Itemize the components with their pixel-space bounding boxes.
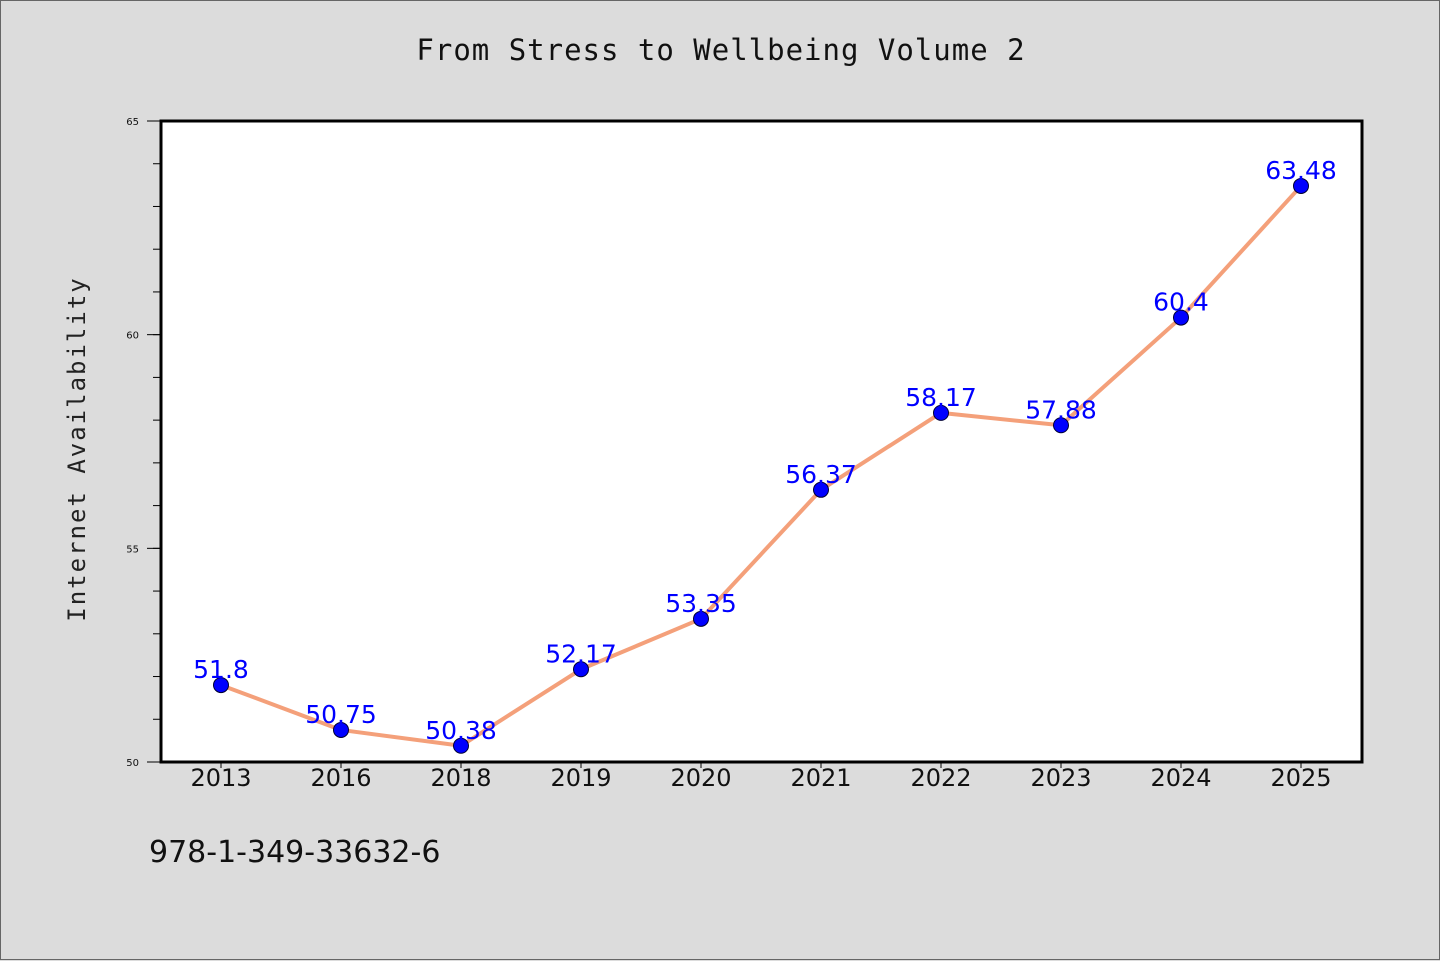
data-label: 63.48 bbox=[1265, 156, 1337, 185]
data-point bbox=[1053, 417, 1069, 434]
data-point bbox=[453, 737, 469, 754]
data-label: 50.75 bbox=[305, 700, 377, 729]
isbn-text: 978-1-349-33632-6 bbox=[149, 835, 441, 870]
series-line bbox=[219, 183, 1303, 748]
x-tick-label: 2019 bbox=[550, 764, 611, 792]
data-label: 50.38 bbox=[425, 716, 497, 745]
data-label: 53.35 bbox=[665, 589, 737, 618]
x-tick-label: 2025 bbox=[1270, 764, 1331, 792]
y-tick-label: 65 bbox=[126, 117, 139, 128]
data-label: 51.8 bbox=[193, 655, 249, 684]
y-tick-label: 60 bbox=[126, 331, 139, 342]
data-point bbox=[1293, 177, 1309, 194]
data-point bbox=[813, 481, 829, 498]
data-point bbox=[693, 610, 709, 627]
data-label: 58.17 bbox=[905, 383, 977, 412]
data-label: 56.37 bbox=[785, 460, 857, 489]
data-label: 57.88 bbox=[1025, 395, 1097, 424]
chart-title: From Stress to Wellbeing Volume 2 bbox=[416, 33, 1026, 67]
x-tick-label: 2021 bbox=[790, 764, 851, 792]
data-label: 52.17 bbox=[545, 639, 617, 668]
x-tick-label: 2023 bbox=[1030, 764, 1091, 792]
y-tick-label: 50 bbox=[126, 758, 139, 769]
y-tick-label: 55 bbox=[126, 544, 139, 555]
x-tick-label: 2024 bbox=[1150, 764, 1211, 792]
plot-area bbox=[161, 121, 1362, 762]
x-tick-label: 2020 bbox=[670, 764, 731, 792]
data-label: 60.4 bbox=[1153, 288, 1209, 317]
data-point bbox=[1173, 309, 1189, 326]
x-tick-label: 2018 bbox=[430, 764, 491, 792]
data-point bbox=[573, 661, 589, 678]
data-point bbox=[933, 404, 949, 421]
plot-border bbox=[159, 119, 1364, 764]
x-tick-label: 2022 bbox=[910, 764, 971, 792]
data-point bbox=[333, 721, 349, 738]
data-point bbox=[213, 677, 229, 694]
x-tick-label: 2013 bbox=[190, 764, 251, 792]
x-tick-label: 2016 bbox=[310, 764, 371, 792]
